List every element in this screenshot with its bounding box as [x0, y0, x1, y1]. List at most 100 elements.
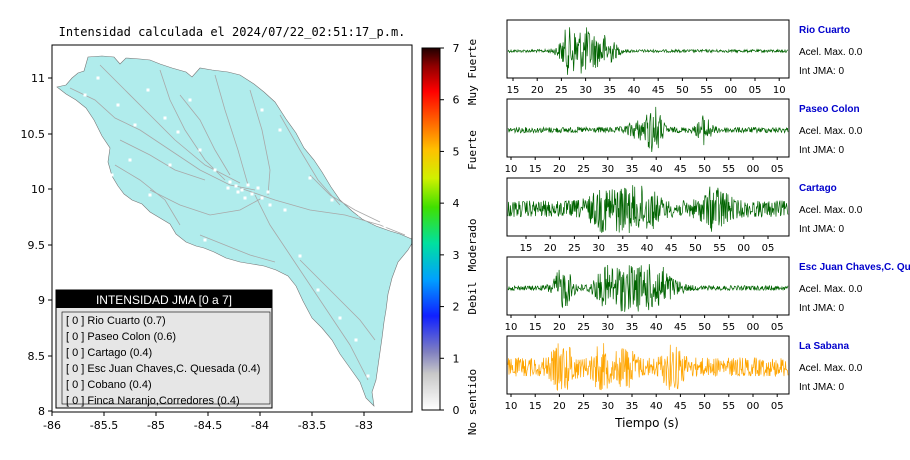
colorbar-label-moderado: Moderado [466, 219, 479, 272]
legend-header: INTENSIDAD JMA [0 a 7] [96, 293, 232, 307]
colorbar-label-fuerte: Fuerte [466, 130, 479, 170]
legend-item: [ 0 ] Finca Naranjo,Corredores (0.4) [66, 395, 240, 407]
colorbar-ramp [421, 47, 441, 411]
intensity-legend: INTENSIDAD JMA [0 a 7] [ 0 ] Rio Cuarto … [55, 289, 273, 409]
colorbar-label-no-sentido: No sentido [466, 369, 479, 435]
trace-x-tick: 25 [577, 401, 590, 412]
station-acel-max: Acel. Max. 0.0 [799, 126, 863, 137]
station-acel-max: Acel. Max. 0.0 [799, 284, 863, 295]
trace-x-tick: 35 [626, 322, 639, 333]
trace-x-tick: 05 [771, 322, 784, 333]
city-markers [83, 76, 387, 378]
trace-x-tick: 45 [652, 85, 665, 96]
trace-panel: 15 20 25 30 35 40 45 50 55 00 05 10 Rio Cuarto Acel. … [506, 19, 863, 96]
colorbar-tick: 4 [453, 197, 460, 210]
trace-x-tick: 30 [601, 401, 614, 412]
station-name: Rio Cuarto [799, 25, 850, 36]
station-name: La Sabana [799, 341, 849, 352]
trace-x-tick: 40 [650, 401, 663, 412]
trace-x-tick: 15 [529, 322, 542, 333]
map-y-tick: 11 [31, 72, 45, 85]
colorbar-tick: 7 [453, 42, 460, 55]
trace-x-tick: 25 [555, 85, 568, 96]
map-y-tick: 8.5 [28, 350, 46, 363]
intensity-colorbar: 0 1 2 3 4 5 6 7 No sentido Debil Moderado Fuert… [421, 39, 479, 435]
trace-x-tick: 00 [747, 164, 760, 175]
station-int-jma: Int JMA: 0 [799, 303, 844, 314]
map-x-tick: -85 [147, 419, 165, 432]
legend-item: [ 0 ] Paseo Colon (0.6) [66, 331, 176, 343]
station-int-jma: Int JMA: 0 [799, 145, 844, 156]
map-x-axis: -86 -85.5 -85 -84.5 -84 -83.5 -83 [43, 412, 373, 432]
station-name: Paseo Colon [799, 104, 860, 115]
waveform-line [507, 264, 789, 312]
trace-x-tick: 50 [698, 164, 711, 175]
legend-item: [ 0 ] Rio Cuarto (0.7) [66, 315, 166, 327]
waveform-line [507, 185, 789, 233]
station-name: Cartago [799, 183, 837, 194]
trace-x-tick: 15 [507, 85, 520, 96]
trace-x-tick: 40 [650, 322, 663, 333]
trace-x-tick: 10 [773, 85, 786, 96]
station-acel-max: Acel. Max. 0.0 [799, 205, 863, 216]
trace-x-tick: 55 [722, 164, 735, 175]
map-y-tick: 8 [38, 405, 45, 418]
map-x-tick: -86 [43, 419, 61, 432]
map-x-tick: -84.5 [194, 419, 222, 432]
trace-panel: 10 15 20 25 30 35 40 45 50 55 00 05 Esc Juan Chaves,… [505, 256, 910, 333]
trace-x-tick: 00 [747, 322, 760, 333]
map-y-tick: 9 [38, 294, 45, 307]
colorbar-tick: 5 [453, 145, 460, 158]
colorbar-tick: 2 [453, 301, 460, 314]
trace-x-tick: 45 [674, 401, 687, 412]
trace-x-tick: 10 [505, 164, 518, 175]
station-name: Esc Juan Chaves,C. Qu [799, 262, 910, 273]
trace-x-tick: 35 [616, 243, 629, 254]
trace-x-tick: 45 [674, 322, 687, 333]
trace-x-tick: 05 [749, 85, 762, 96]
trace-x-tick: 25 [568, 243, 581, 254]
legend-item: [ 0 ] Cobano (0.4) [66, 379, 152, 391]
waveform-line [507, 106, 789, 152]
map-x-tick: -83 [355, 419, 373, 432]
trace-x-tick: 30 [601, 164, 614, 175]
station-int-jma: Int JMA: 0 [799, 224, 844, 235]
colorbar-tick: 0 [453, 404, 460, 417]
trace-x-tick: 20 [544, 243, 557, 254]
trace-x-tick: 45 [674, 164, 687, 175]
trace-panel: 10 15 20 25 30 35 40 45 50 55 00 05 La Sabana Acel. M… [505, 335, 863, 412]
map-y-tick: 10.5 [21, 128, 46, 141]
trace-x-tick: 30 [579, 85, 592, 96]
colorbar-label-muy-fuerte: Muy Fuerte [466, 39, 479, 105]
trace-x-tick: 15 [520, 243, 533, 254]
trace-x-tick: 35 [603, 85, 616, 96]
map-y-tick: 9.5 [28, 239, 46, 252]
map-frame [51, 44, 413, 413]
map-x-tick: -83.5 [298, 419, 326, 432]
trace-x-tick: 20 [531, 85, 544, 96]
waveform-line [507, 27, 789, 75]
trace-x-tick: 50 [698, 401, 711, 412]
trace-x-tick: 55 [722, 322, 735, 333]
station-acel-max: Acel. Max. 0.0 [799, 363, 863, 374]
trace-x-tick: 10 [505, 322, 518, 333]
trace-x-tick: 50 [689, 243, 702, 254]
trace-x-tick: 40 [628, 85, 641, 96]
trace-x-tick: 55 [722, 401, 735, 412]
trace-x-tick: 30 [601, 322, 614, 333]
trace-x-tick: 50 [698, 322, 711, 333]
trace-x-tick: 20 [553, 164, 566, 175]
trace-x-tick: 05 [771, 164, 784, 175]
road-network [69, 64, 406, 381]
waveform-line [507, 343, 789, 391]
trace-x-tick: 20 [553, 322, 566, 333]
map-y-tick: 10 [31, 183, 45, 196]
trace-panel: 10 15 20 25 30 35 40 45 50 55 00 05 Paseo Colon Acel.… [505, 98, 863, 175]
colorbar-label-debil: Debil [466, 281, 479, 314]
costa-rica-land [56, 55, 412, 407]
trace-x-tick: 45 [665, 243, 678, 254]
trace-x-tick: 55 [700, 85, 713, 96]
station-int-jma: Int JMA: 0 [799, 66, 844, 77]
trace-x-tick: 05 [762, 243, 775, 254]
